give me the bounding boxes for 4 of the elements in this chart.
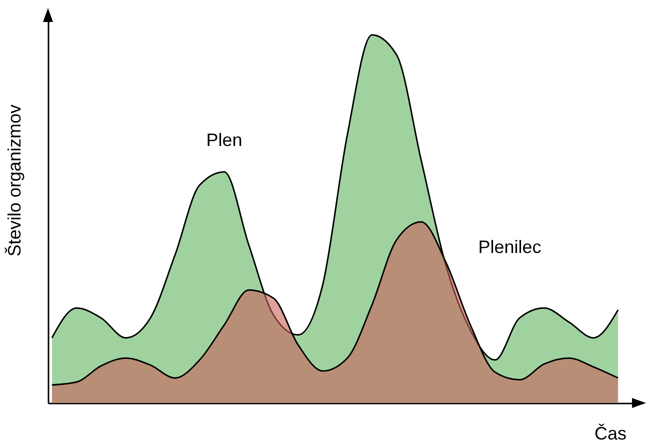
series-label: Plenilec	[478, 237, 542, 258]
y-axis-title: Število organizmov	[4, 104, 24, 257]
series-label: Plen	[206, 130, 242, 150]
x-axis-title: Čas	[594, 424, 627, 444]
